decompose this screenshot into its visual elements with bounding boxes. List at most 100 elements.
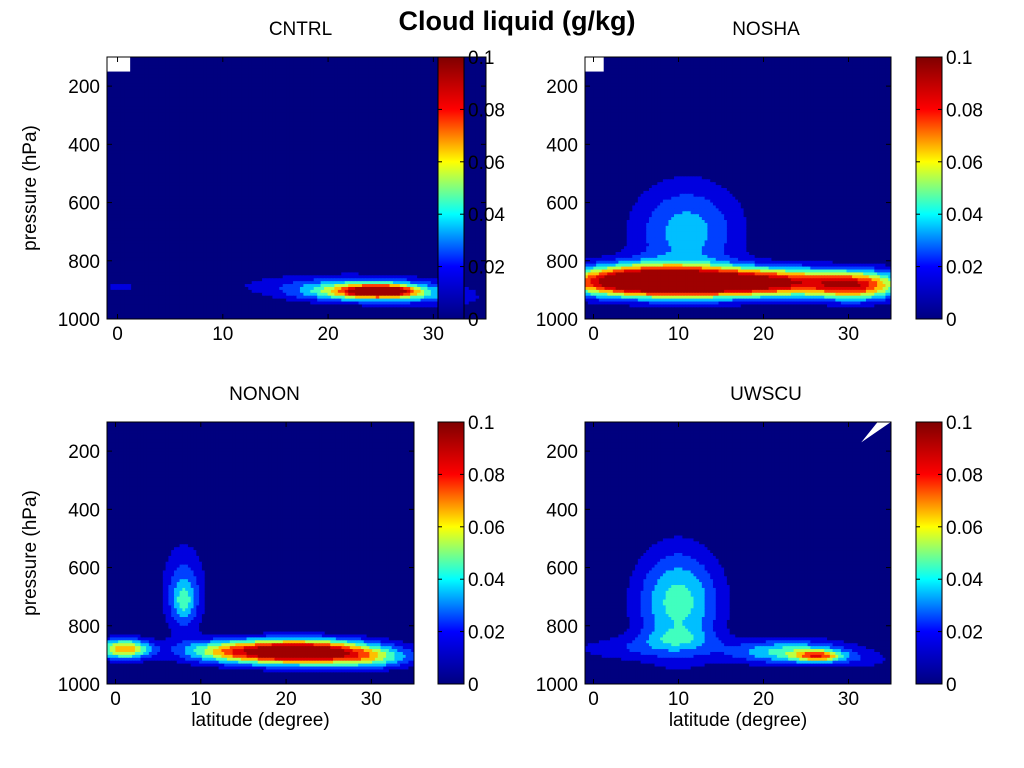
field-cell: [144, 62, 149, 67]
field-cell: [172, 123, 177, 128]
field-cell: [155, 118, 160, 122]
field-cell: [262, 77, 267, 81]
field-cell: [134, 135, 139, 140]
field-cell: [131, 132, 136, 137]
field-cell: [344, 141, 349, 145]
field-cell: [475, 115, 480, 119]
field-cell: [193, 94, 198, 99]
field-cell: [127, 77, 132, 81]
field-cell: [134, 62, 139, 67]
field-cell: [327, 121, 332, 125]
field-cell: [217, 121, 222, 125]
field-cell: [231, 103, 236, 108]
field-cell: [193, 144, 198, 148]
field-cell: [231, 91, 236, 96]
field-cell: [244, 68, 249, 73]
field-cell: [172, 57, 177, 61]
field-cell: [172, 138, 177, 143]
field-cell: [162, 74, 167, 78]
field-cell: [327, 112, 332, 116]
field-cell: [344, 126, 349, 131]
field-cell: [472, 65, 477, 70]
field-cell: [392, 57, 398, 61]
field-cell: [234, 97, 239, 102]
field-cell: [248, 65, 253, 70]
field-cell: [172, 94, 177, 99]
field-cell: [306, 138, 311, 143]
field-cell: [265, 144, 270, 148]
field-cell: [134, 74, 139, 78]
field-cell: [430, 89, 435, 93]
field-cell: [392, 126, 398, 131]
field-cell: [306, 126, 311, 131]
field-cell: [220, 135, 225, 140]
field-cell: [482, 115, 486, 119]
field-cell: [241, 135, 246, 140]
field-cell: [303, 80, 308, 84]
field-cell: [310, 112, 315, 116]
field-cell: [299, 109, 304, 113]
field-cell: [379, 144, 384, 148]
field-cell: [110, 74, 115, 78]
field-cell: [234, 123, 239, 128]
field-cell: [148, 112, 153, 116]
field-cell: [148, 80, 153, 84]
field-cell: [324, 86, 329, 90]
field-cell: [200, 83, 205, 87]
field-cell: [175, 109, 180, 113]
field-cell: [392, 89, 398, 93]
field-cell: [337, 65, 342, 70]
field-cell: [141, 132, 146, 137]
field-cell: [423, 74, 429, 78]
field-cell: [289, 83, 294, 87]
field-cell: [179, 115, 184, 119]
field-cell: [355, 86, 360, 90]
field-cell: [155, 77, 160, 81]
field-cell: [162, 86, 167, 90]
field-cell: [179, 129, 184, 134]
field-cell: [117, 118, 122, 122]
field-cell: [258, 68, 263, 73]
field-cell: [434, 74, 439, 78]
field-cell: [224, 118, 229, 122]
field-cell: [379, 71, 384, 76]
field-cell: [293, 147, 298, 151]
field-cell: [286, 118, 291, 122]
field-cell: [482, 97, 486, 102]
field-cell: [375, 83, 380, 87]
field-cell: [127, 141, 132, 145]
field-cell: [434, 100, 439, 105]
field-cell: [141, 118, 146, 122]
field-cell: [169, 77, 174, 81]
field-cell: [127, 74, 132, 78]
field-cell: [144, 86, 149, 90]
field-cell: [361, 129, 367, 134]
field-cell: [213, 129, 218, 134]
field-cell: [306, 123, 311, 128]
field-cell: [413, 132, 418, 137]
field-cell: [110, 94, 115, 99]
field-cell: [148, 121, 153, 125]
field-cell: [151, 121, 156, 125]
field-cell: [355, 147, 360, 151]
field-cell: [224, 138, 229, 143]
field-cell: [175, 129, 180, 134]
field-cell: [272, 135, 277, 140]
field-cell: [203, 100, 208, 105]
field-cell: [272, 62, 277, 67]
field-cell: [255, 118, 260, 122]
field-cell: [182, 71, 187, 76]
field-cell: [417, 74, 422, 78]
field-cell: [361, 115, 367, 119]
field-cell: [244, 91, 249, 96]
field-cell: [206, 97, 211, 102]
field-cell: [320, 112, 325, 116]
field-cell: [423, 62, 429, 67]
field-cell: [200, 94, 205, 99]
field-cell: [131, 80, 136, 84]
field-cell: [372, 123, 377, 128]
field-cell: [375, 68, 380, 73]
field-cell: [417, 135, 422, 140]
field-cell: [375, 77, 380, 81]
field-cell: [144, 74, 149, 78]
